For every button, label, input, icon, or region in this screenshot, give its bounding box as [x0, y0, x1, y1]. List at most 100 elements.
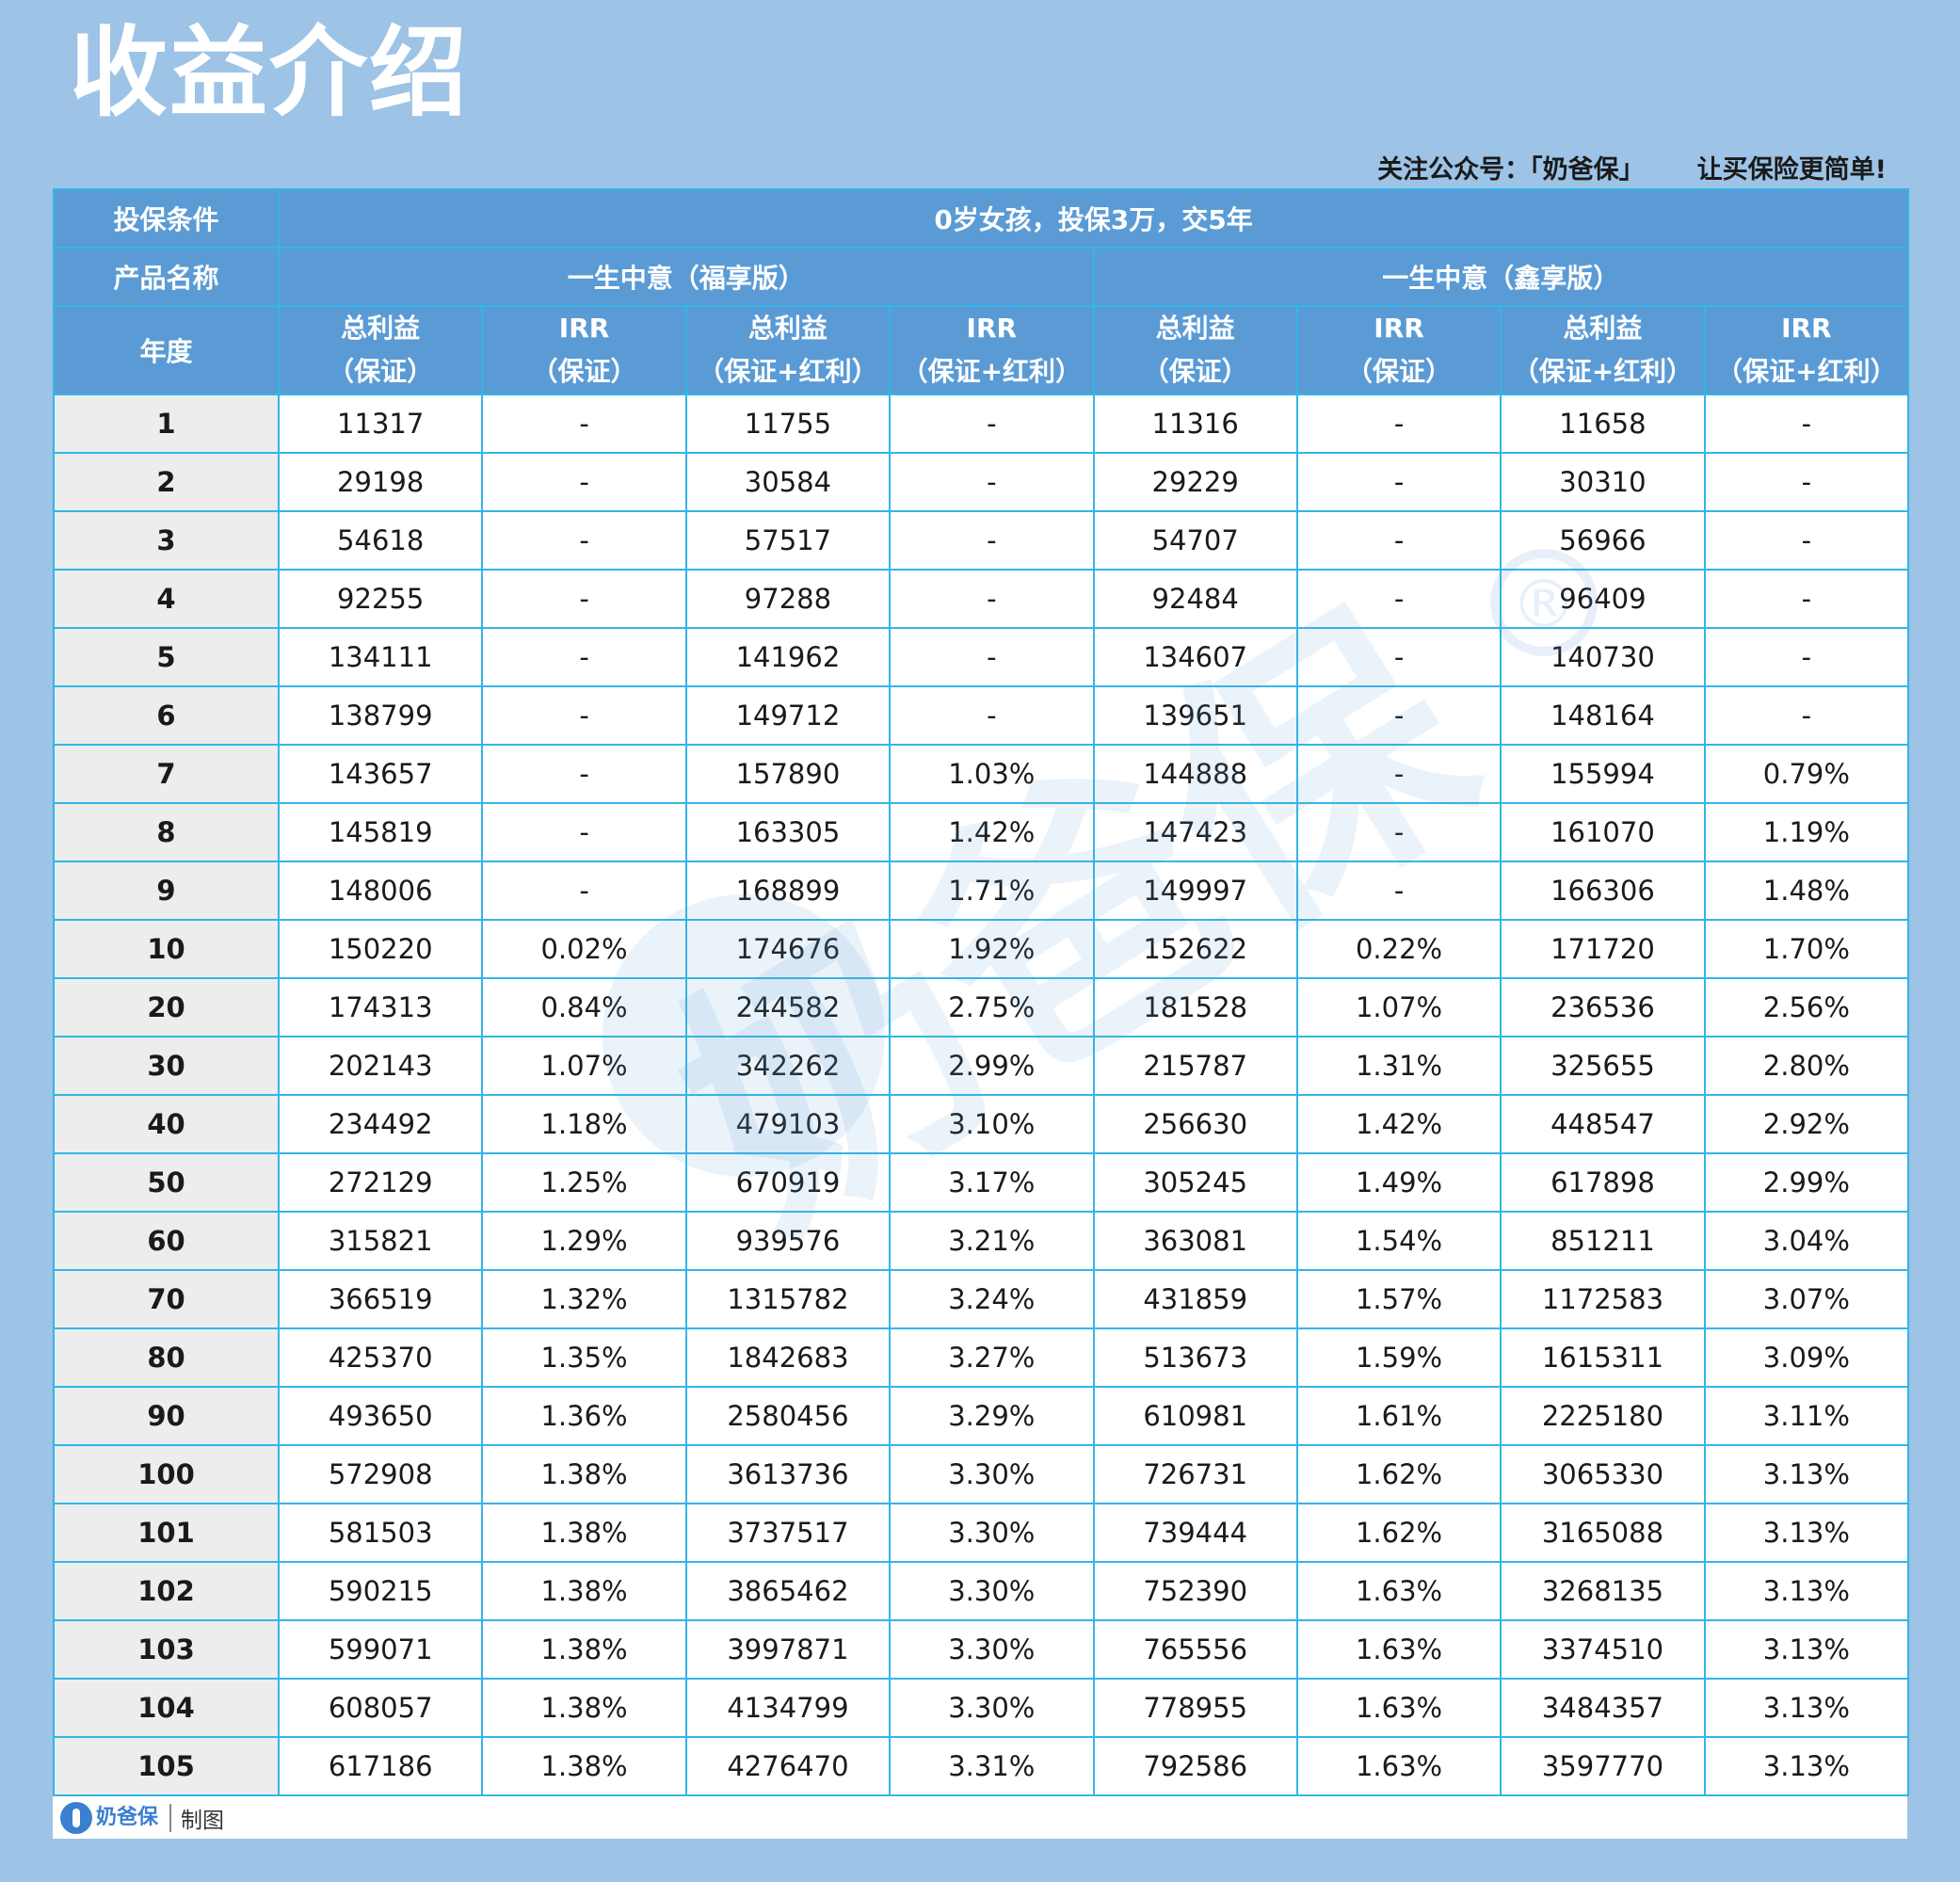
- value-cell: 1.38%: [481, 1503, 687, 1563]
- value-cell: 3.04%: [1703, 1211, 1910, 1271]
- product-label: 产品名称: [53, 247, 280, 307]
- value-cell: -: [481, 627, 687, 687]
- value-cell: 3613736: [684, 1444, 892, 1504]
- value-cell: 342262: [684, 1036, 892, 1096]
- year-cell: 90: [53, 1386, 280, 1446]
- value-cell: -: [1295, 510, 1502, 571]
- value-cell: -: [1295, 627, 1502, 687]
- value-cell: 851211: [1500, 1211, 1706, 1271]
- value-cell: 2.99%: [889, 1036, 1095, 1096]
- made-by-label: 制图: [181, 1808, 225, 1833]
- year-cell: 5: [53, 627, 280, 687]
- value-cell: 171720: [1500, 919, 1706, 979]
- value-cell: 3.30%: [889, 1561, 1095, 1621]
- value-cell: 30310: [1500, 452, 1706, 512]
- column-header: 总利益 （保证）: [277, 305, 484, 395]
- value-cell: 3484357: [1500, 1678, 1706, 1738]
- value-cell: 2.92%: [1703, 1094, 1910, 1154]
- year-cell: 6: [53, 685, 280, 746]
- value-cell: 3.24%: [889, 1269, 1095, 1329]
- value-cell: 1.59%: [1295, 1327, 1502, 1388]
- year-cell: 70: [53, 1269, 280, 1329]
- value-cell: 1.62%: [1295, 1503, 1502, 1563]
- value-cell: 1615311: [1500, 1327, 1706, 1388]
- value-cell: 1.07%: [1295, 977, 1502, 1038]
- value-cell: 3.13%: [1703, 1678, 1910, 1738]
- value-cell: 0.84%: [481, 977, 687, 1038]
- value-cell: 181528: [1092, 977, 1298, 1038]
- value-cell: -: [481, 802, 687, 862]
- value-cell: 174676: [684, 919, 892, 979]
- value-cell: 149997: [1092, 861, 1298, 921]
- header-row-condition: 投保条件 0岁女孩，投保3万，交5年: [53, 188, 1910, 249]
- value-cell: 778955: [1092, 1678, 1298, 1738]
- table-row: 104 608057 1.38% 4134799 3.30% 778955 1.63% 348…: [53, 1678, 1910, 1738]
- value-cell: 1.63%: [1295, 1736, 1502, 1796]
- year-cell: 102: [53, 1561, 280, 1621]
- table-body: 1 11317-11755-11316-11658-2 29198-30584-29…: [53, 394, 1910, 1796]
- table-row: 8 145819-163305 1.42% 147423-161070 1.19%: [53, 802, 1910, 862]
- value-cell: 752390: [1092, 1561, 1298, 1621]
- value-cell: 1.07%: [481, 1036, 687, 1096]
- value-cell: 765556: [1092, 1619, 1298, 1680]
- page-title: 收益介绍: [70, 15, 470, 130]
- value-cell: 149712: [684, 685, 892, 746]
- value-cell: 4276470: [684, 1736, 892, 1796]
- value-cell: 670919: [684, 1152, 892, 1213]
- value-cell: 1.31%: [1295, 1036, 1502, 1096]
- column-header: IRR （保证+红利）: [1703, 305, 1910, 395]
- value-cell: 739444: [1092, 1503, 1298, 1563]
- value-cell: 143657: [277, 744, 484, 804]
- value-cell: 174313: [277, 977, 484, 1038]
- value-cell: 1.03%: [889, 744, 1095, 804]
- value-cell: 2580456: [684, 1386, 892, 1446]
- column-header-title: 总利益: [341, 313, 421, 344]
- column-header-subtitle: （保证）: [531, 356, 637, 387]
- value-cell: 599071: [277, 1619, 484, 1680]
- value-cell: 3.10%: [889, 1094, 1095, 1154]
- value-cell: -: [1703, 569, 1910, 629]
- value-cell: 96409: [1500, 569, 1706, 629]
- footer: 奶爸保 制图: [53, 1796, 1907, 1839]
- value-cell: 792586: [1092, 1736, 1298, 1796]
- value-cell: 11316: [1092, 394, 1298, 454]
- value-cell: 3.30%: [889, 1444, 1095, 1504]
- value-cell: 325655: [1500, 1036, 1706, 1096]
- benefit-table-container: 投保条件 0岁女孩，投保3万，交5年 产品名称 一生中意（福享版） 一生中意（鑫…: [53, 188, 1910, 1839]
- value-cell: 1.63%: [1295, 1561, 1502, 1621]
- value-cell: 3.13%: [1703, 1444, 1910, 1504]
- year-cell: 100: [53, 1444, 280, 1504]
- value-cell: 54707: [1092, 510, 1298, 571]
- value-cell: 141962: [684, 627, 892, 687]
- value-cell: 2.56%: [1703, 977, 1910, 1038]
- table-row: 100 572908 1.38% 3613736 3.30% 726731 1.62% 306…: [53, 1444, 1910, 1504]
- value-cell: 11755: [684, 394, 892, 454]
- value-cell: 0.22%: [1295, 919, 1502, 979]
- value-cell: 148006: [277, 861, 484, 921]
- value-cell: 3.21%: [889, 1211, 1095, 1271]
- value-cell: 1.38%: [481, 1619, 687, 1680]
- value-cell: 493650: [277, 1386, 484, 1446]
- value-cell: 1315782: [684, 1269, 892, 1329]
- value-cell: -: [1703, 510, 1910, 571]
- benefit-table: 投保条件 0岁女孩，投保3万，交5年 产品名称 一生中意（福享版） 一生中意（鑫…: [53, 188, 1910, 1796]
- year-cell: 8: [53, 802, 280, 862]
- value-cell: 3865462: [684, 1561, 892, 1621]
- value-cell: 617898: [1500, 1152, 1706, 1213]
- value-cell: -: [889, 627, 1095, 687]
- value-cell: 617186: [277, 1736, 484, 1796]
- header-row-product: 产品名称 一生中意（福享版） 一生中意（鑫享版）: [53, 247, 1910, 307]
- table-row: 4 92255-97288-92484-96409-: [53, 569, 1910, 629]
- column-header: IRR （保证）: [1295, 305, 1502, 395]
- value-cell: 939576: [684, 1211, 892, 1271]
- value-cell: 139651: [1092, 685, 1298, 746]
- value-cell: 1.38%: [481, 1678, 687, 1738]
- value-cell: 425370: [277, 1327, 484, 1388]
- value-cell: 3737517: [684, 1503, 892, 1563]
- value-cell: 150220: [277, 919, 484, 979]
- value-cell: -: [889, 685, 1095, 746]
- value-cell: 1.63%: [1295, 1619, 1502, 1680]
- value-cell: 610981: [1092, 1386, 1298, 1446]
- table-row: 9 148006-168899 1.71% 149997-166306 1.48%: [53, 861, 1910, 921]
- value-cell: 0.79%: [1703, 744, 1910, 804]
